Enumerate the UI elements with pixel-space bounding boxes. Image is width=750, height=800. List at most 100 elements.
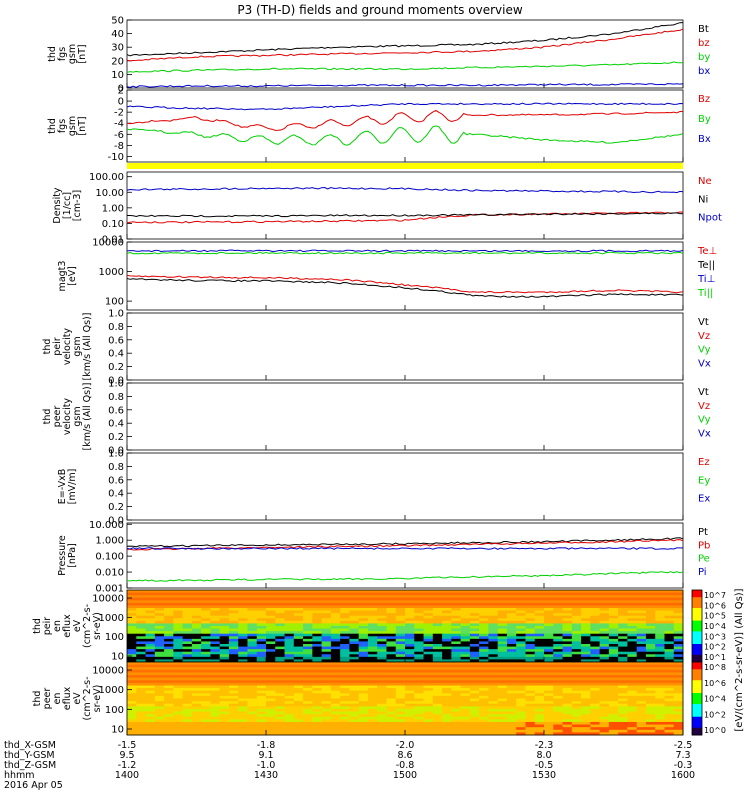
spectrogram-cell [386, 618, 397, 622]
y-tick-label: 1.00 [102, 203, 124, 214]
spectrogram-cell [618, 664, 628, 668]
spectrogram-cell [488, 638, 499, 642]
spectrogram-cell [201, 685, 211, 689]
spectrogram-cell [534, 698, 545, 702]
spectrogram-cell [164, 656, 174, 660]
spectrogram-cell [219, 732, 230, 736]
spectrogram-cell [238, 654, 248, 658]
spectrogram-cell [506, 724, 517, 728]
spectrogram-cell [349, 706, 360, 710]
spectrogram-cell [293, 613, 304, 617]
spectrogram-cell [358, 626, 369, 630]
spectrogram-cell [469, 693, 480, 697]
colorbar-cell [692, 729, 702, 732]
spectrogram-cell [349, 703, 360, 707]
spectrogram-cell [321, 626, 332, 630]
spectrogram-cell [293, 714, 304, 718]
spectrogram-cell [293, 685, 304, 689]
spectrogram-cell [590, 641, 601, 645]
spectrogram-cell [423, 727, 434, 731]
spectrogram-cell [228, 610, 239, 614]
spectrogram-cell [312, 695, 323, 699]
spectrogram-cell [599, 628, 610, 632]
spectrogram-cell [219, 685, 230, 689]
spectrogram-cell [423, 677, 434, 681]
spectrogram-cell [673, 669, 684, 673]
x-row-value: -2.5 [674, 740, 693, 751]
colorbar-cell [692, 698, 702, 701]
spectrogram-cell [154, 706, 165, 710]
spectrogram-cell [136, 667, 147, 671]
spectrogram-cell [386, 649, 397, 653]
spectrogram-cell [645, 711, 656, 715]
y-axis-label: Density [52, 187, 63, 223]
spectrogram-cell [377, 592, 387, 596]
spectrogram-cell [581, 701, 591, 705]
spectrogram-cell [182, 592, 193, 596]
spectrogram-cell [275, 636, 286, 640]
spectrogram-cell [414, 711, 425, 715]
spectrogram-cell [599, 659, 610, 663]
spectrogram-cell [479, 703, 489, 707]
spectrogram-cell [599, 727, 610, 731]
spectrogram-cell [201, 677, 211, 681]
spectrogram-cell [562, 613, 573, 617]
spectrogram-cell [627, 623, 638, 627]
spectrogram-cell [219, 608, 230, 612]
spectrogram-cell [534, 706, 545, 710]
spectrogram-cell [479, 656, 489, 660]
spectrogram-cell [358, 708, 369, 713]
spectrogram-cell [488, 667, 499, 671]
spectrogram-cell [312, 669, 323, 673]
spectrogram-cell [506, 615, 517, 619]
spectrogram-cell [321, 664, 332, 668]
y-tick-label: 100.00 [89, 172, 124, 183]
panel-frame [126, 382, 684, 451]
spectrogram-cell [571, 595, 582, 599]
spectrogram-cell [377, 664, 387, 668]
spectrogram-cell [534, 628, 545, 632]
spectrogram-cell [442, 662, 452, 666]
spectrogram-cell [581, 716, 591, 720]
spectrogram-cell [553, 685, 564, 689]
spectrogram-cell [460, 641, 471, 645]
spectrogram-cell [395, 664, 406, 668]
spectrogram-cell [228, 716, 239, 720]
spectrogram-cell [460, 732, 471, 736]
spectrogram-cell [405, 664, 415, 668]
colorbar-cell [692, 680, 702, 683]
spectrogram-cell [405, 708, 415, 713]
spectrogram-cell [303, 600, 313, 604]
spectrogram-cell [571, 646, 582, 650]
spectrogram-cell [154, 610, 165, 614]
spectrogram-cell [627, 656, 638, 660]
spectrogram-cell [673, 654, 684, 658]
spectrogram-cell [423, 605, 434, 609]
spectrogram-cell [266, 644, 276, 648]
spectrogram-cell [618, 695, 628, 699]
spectrogram-cell [238, 618, 248, 622]
spectrogram-cell [312, 727, 323, 731]
spectrogram-cell [358, 706, 369, 710]
spectrogram-cell [479, 685, 489, 689]
spectrogram-cell [562, 641, 573, 645]
spectrogram-cell [182, 669, 193, 673]
spectrogram-cell [266, 641, 276, 645]
y-axis-label: eV [72, 619, 83, 632]
spectrogram-cell [256, 669, 267, 673]
spectrogram-cell [173, 685, 184, 689]
spectrogram-cell [525, 615, 536, 619]
spectrogram-cell [553, 703, 564, 707]
legend-Vx: Vx [698, 358, 711, 369]
spectrogram-cell [275, 719, 286, 723]
spectrogram-cell [210, 623, 221, 627]
spectrogram-cell [608, 714, 619, 718]
spectrogram-cell [627, 595, 638, 599]
spectrogram-cell [618, 626, 628, 630]
spectrogram-cell [136, 659, 147, 663]
spectrogram-cell [590, 610, 601, 614]
spectrogram-cell [516, 623, 526, 627]
spectrogram-cell [655, 651, 665, 655]
legend-Ti⊥: Ti⊥ [697, 274, 715, 285]
spectrogram-cell [525, 695, 536, 699]
